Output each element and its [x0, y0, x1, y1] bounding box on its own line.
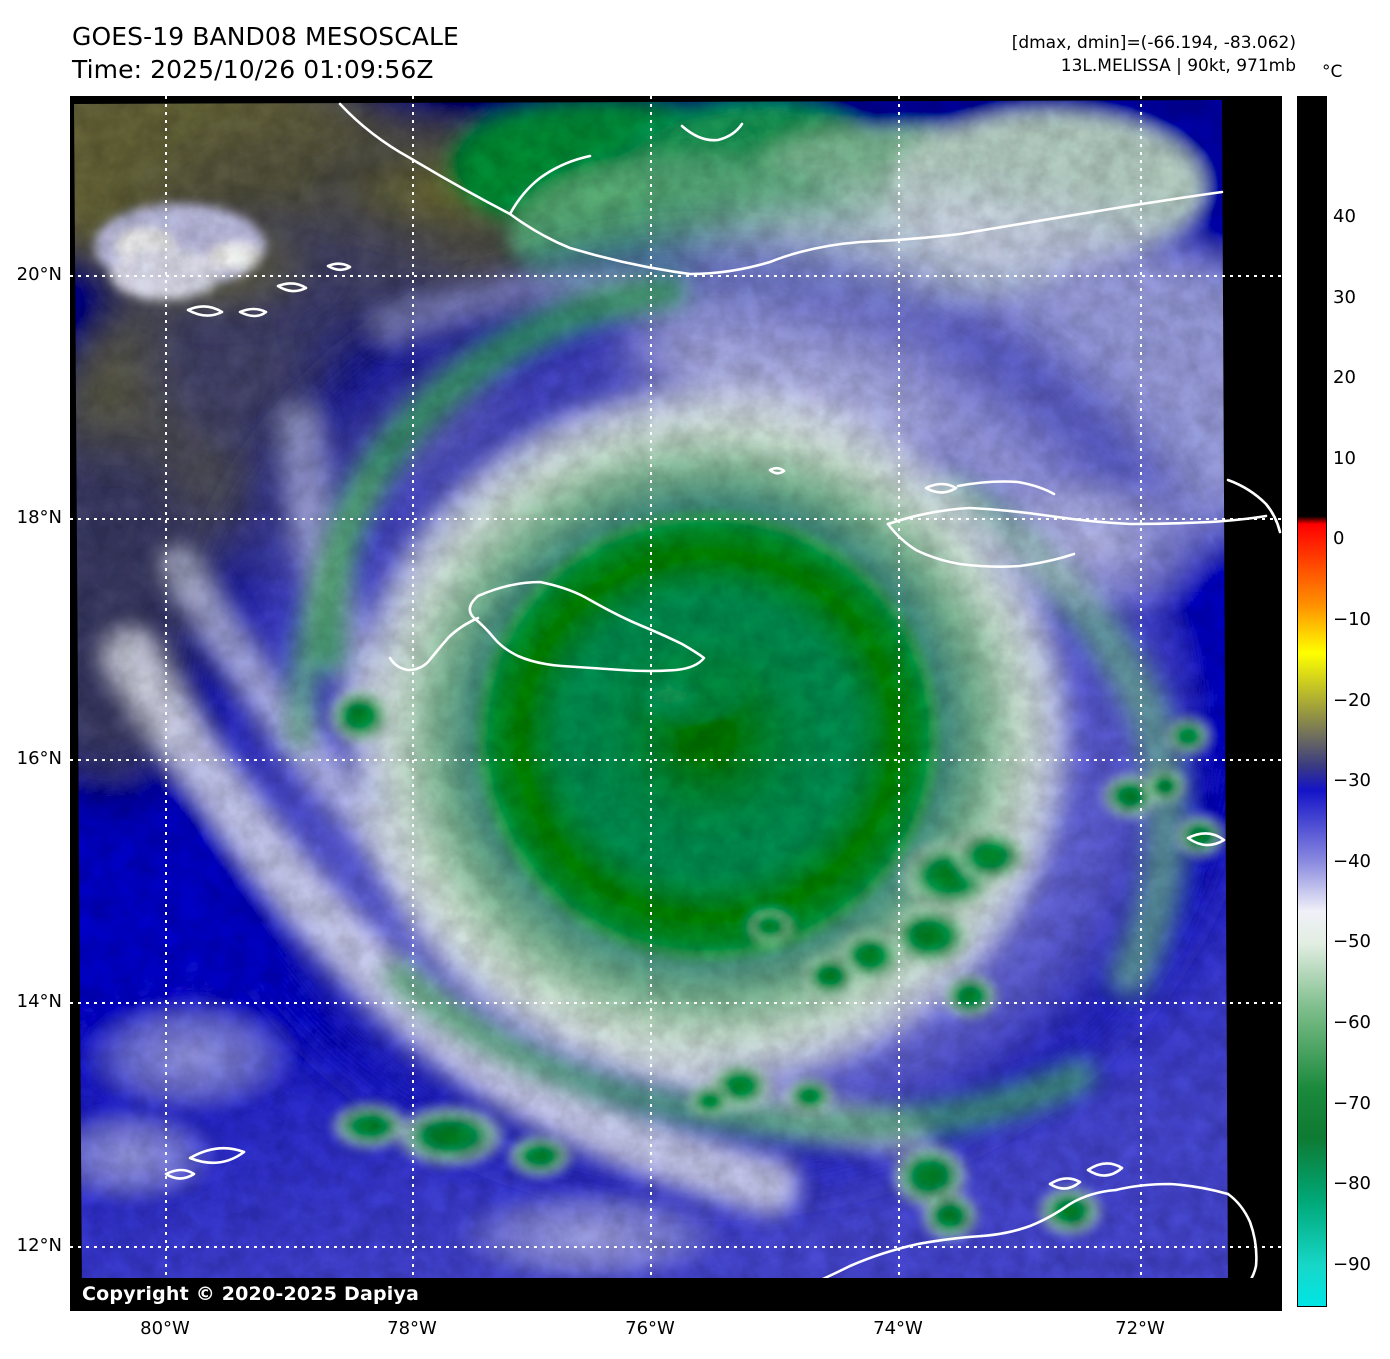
- colorbar: [1297, 96, 1327, 1307]
- header-meta-block: [dmax, dmin]=(-66.194, -83.062) 13L.MELI…: [1012, 32, 1296, 78]
- colorbar-tick-40: 40: [1333, 205, 1356, 227]
- colorbar-unit-label: °C: [1322, 62, 1343, 82]
- header-title-block: GOES-19 BAND08 MESOSCALE Time: 2025/10/2…: [72, 20, 459, 86]
- colorbar-tick-20: 20: [1333, 367, 1356, 389]
- xtick-label-80w: 80°W: [140, 1318, 190, 1339]
- ytick-label-16n: 16°N: [16, 748, 62, 769]
- gridline-lon-76: [650, 96, 652, 1311]
- colorbar-tick-neg40: −40: [1333, 850, 1371, 872]
- colorbar-tick-neg10: −10: [1333, 608, 1371, 630]
- colorbar-tick-neg30: −30: [1333, 770, 1371, 792]
- xtick-label-78w: 78°W: [387, 1318, 437, 1339]
- xtick-label-72w: 72°W: [1115, 1318, 1165, 1339]
- colorbar-tick-neg90: −90: [1333, 1253, 1371, 1275]
- gridline-lon-78: [412, 96, 414, 1311]
- satellite-image-plot: Copyright © 2020-2025 Dapiya: [70, 96, 1282, 1311]
- timestamp-label: Time: 2025/10/26 01:09:56Z: [72, 55, 434, 84]
- gridline-lon-80: [165, 96, 167, 1311]
- gridline-lon-74: [898, 96, 900, 1311]
- gridline-lat-18: [70, 518, 1282, 520]
- colorbar-tick-10: 10: [1333, 447, 1356, 469]
- ytick-label-20n: 20°N: [16, 264, 62, 285]
- dmax-dmin-label: [dmax, dmin]=(-66.194, -83.062): [1011, 33, 1296, 53]
- xtick-label-76w: 76°W: [625, 1318, 675, 1339]
- colorbar-tick-neg60: −60: [1333, 1011, 1371, 1033]
- copyright-text: Copyright © 2020-2025 Dapiya: [82, 1283, 420, 1305]
- ytick-label-18n: 18°N: [16, 507, 62, 528]
- copyright-banner: Copyright © 2020-2025 Dapiya: [70, 1278, 1282, 1311]
- gridline-lat-16: [70, 759, 1282, 761]
- colorbar-tick-neg80: −80: [1333, 1173, 1371, 1195]
- gridline-lat-14: [70, 1002, 1282, 1004]
- page-title: GOES-19 BAND08 MESOSCALE: [72, 22, 459, 51]
- colorbar-tick-neg50: −50: [1333, 931, 1371, 953]
- gridline-lat-20: [70, 275, 1282, 277]
- storm-info-label: 13L.MELISSA | 90kt, 971mb: [1060, 56, 1296, 76]
- gridline-lat-12: [70, 1246, 1282, 1248]
- colorbar-tick-neg20: −20: [1333, 689, 1371, 711]
- colorbar-gradient: [1298, 97, 1326, 1306]
- brightness-temperature-raster: [70, 96, 1282, 1311]
- gridline-lon-72: [1140, 96, 1142, 1311]
- colorbar-tick-30: 30: [1333, 286, 1356, 308]
- ytick-label-12n: 12°N: [16, 1235, 62, 1256]
- xtick-label-74w: 74°W: [873, 1318, 923, 1339]
- ytick-label-14n: 14°N: [16, 991, 62, 1012]
- colorbar-tick-0: 0: [1333, 528, 1345, 550]
- coastline-overlay: [164, 102, 1282, 1310]
- colorbar-tick-neg70: −70: [1333, 1092, 1371, 1114]
